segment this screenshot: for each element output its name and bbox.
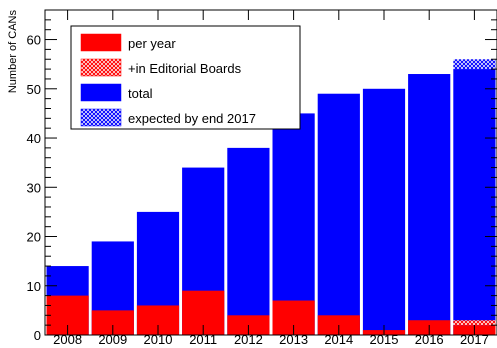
y-tick-label: 40 xyxy=(27,131,41,146)
legend-swatch xyxy=(80,108,122,127)
bar-total-2014 xyxy=(317,93,360,335)
x-tick-label-2008: 2008 xyxy=(53,332,82,347)
bar-total-2013 xyxy=(272,113,315,335)
x-tick-label-2016: 2016 xyxy=(415,332,444,347)
labels-layer: 0 10 20 30 40 50 60 2008 2009 2010 2011 2012 2013 201… xyxy=(27,33,489,347)
legend-label: total xyxy=(128,86,153,101)
bar-total-2017 xyxy=(453,69,496,335)
legend-swatch xyxy=(80,58,122,77)
x-tick-label-2010: 2010 xyxy=(144,332,173,347)
x-tick-label-2012: 2012 xyxy=(234,332,263,347)
legend: per year +in Editorial Boards total expecte… xyxy=(70,25,301,130)
y-tick-label: 50 xyxy=(27,82,41,97)
legend-label: per year xyxy=(128,36,176,51)
x-tick-label-2011: 2011 xyxy=(189,332,217,347)
legend-swatch xyxy=(80,33,122,52)
legend-label: expected by end 2017 xyxy=(128,111,256,126)
y-tick-label: 30 xyxy=(27,180,41,195)
x-tick-label-2015: 2015 xyxy=(370,332,399,347)
x-tick-label-2017: 2017 xyxy=(460,332,489,347)
bar-total-2012 xyxy=(227,147,270,335)
y-tick-label: 60 xyxy=(27,33,41,48)
y-tick-label: 0 xyxy=(34,328,41,343)
x-tick-label-2009: 2009 xyxy=(98,332,127,347)
bar-total-2015 xyxy=(362,88,406,336)
legend-swatch xyxy=(80,83,122,102)
bar-editorial-2017 xyxy=(453,320,496,326)
bar-total-2016 xyxy=(408,74,451,336)
plot-frame xyxy=(44,9,497,336)
y-tick-label: 10 xyxy=(27,279,41,294)
bar-expected-2017 xyxy=(453,59,496,70)
ticks-layer xyxy=(45,9,497,336)
x-tick-label-2013: 2013 xyxy=(279,332,308,347)
y-axis-title: Number of CANs xyxy=(7,10,19,94)
x-tick-label-2014: 2014 xyxy=(324,332,353,347)
legend-label: +in Editorial Boards xyxy=(128,61,242,76)
y-tick-label: 20 xyxy=(27,230,41,245)
